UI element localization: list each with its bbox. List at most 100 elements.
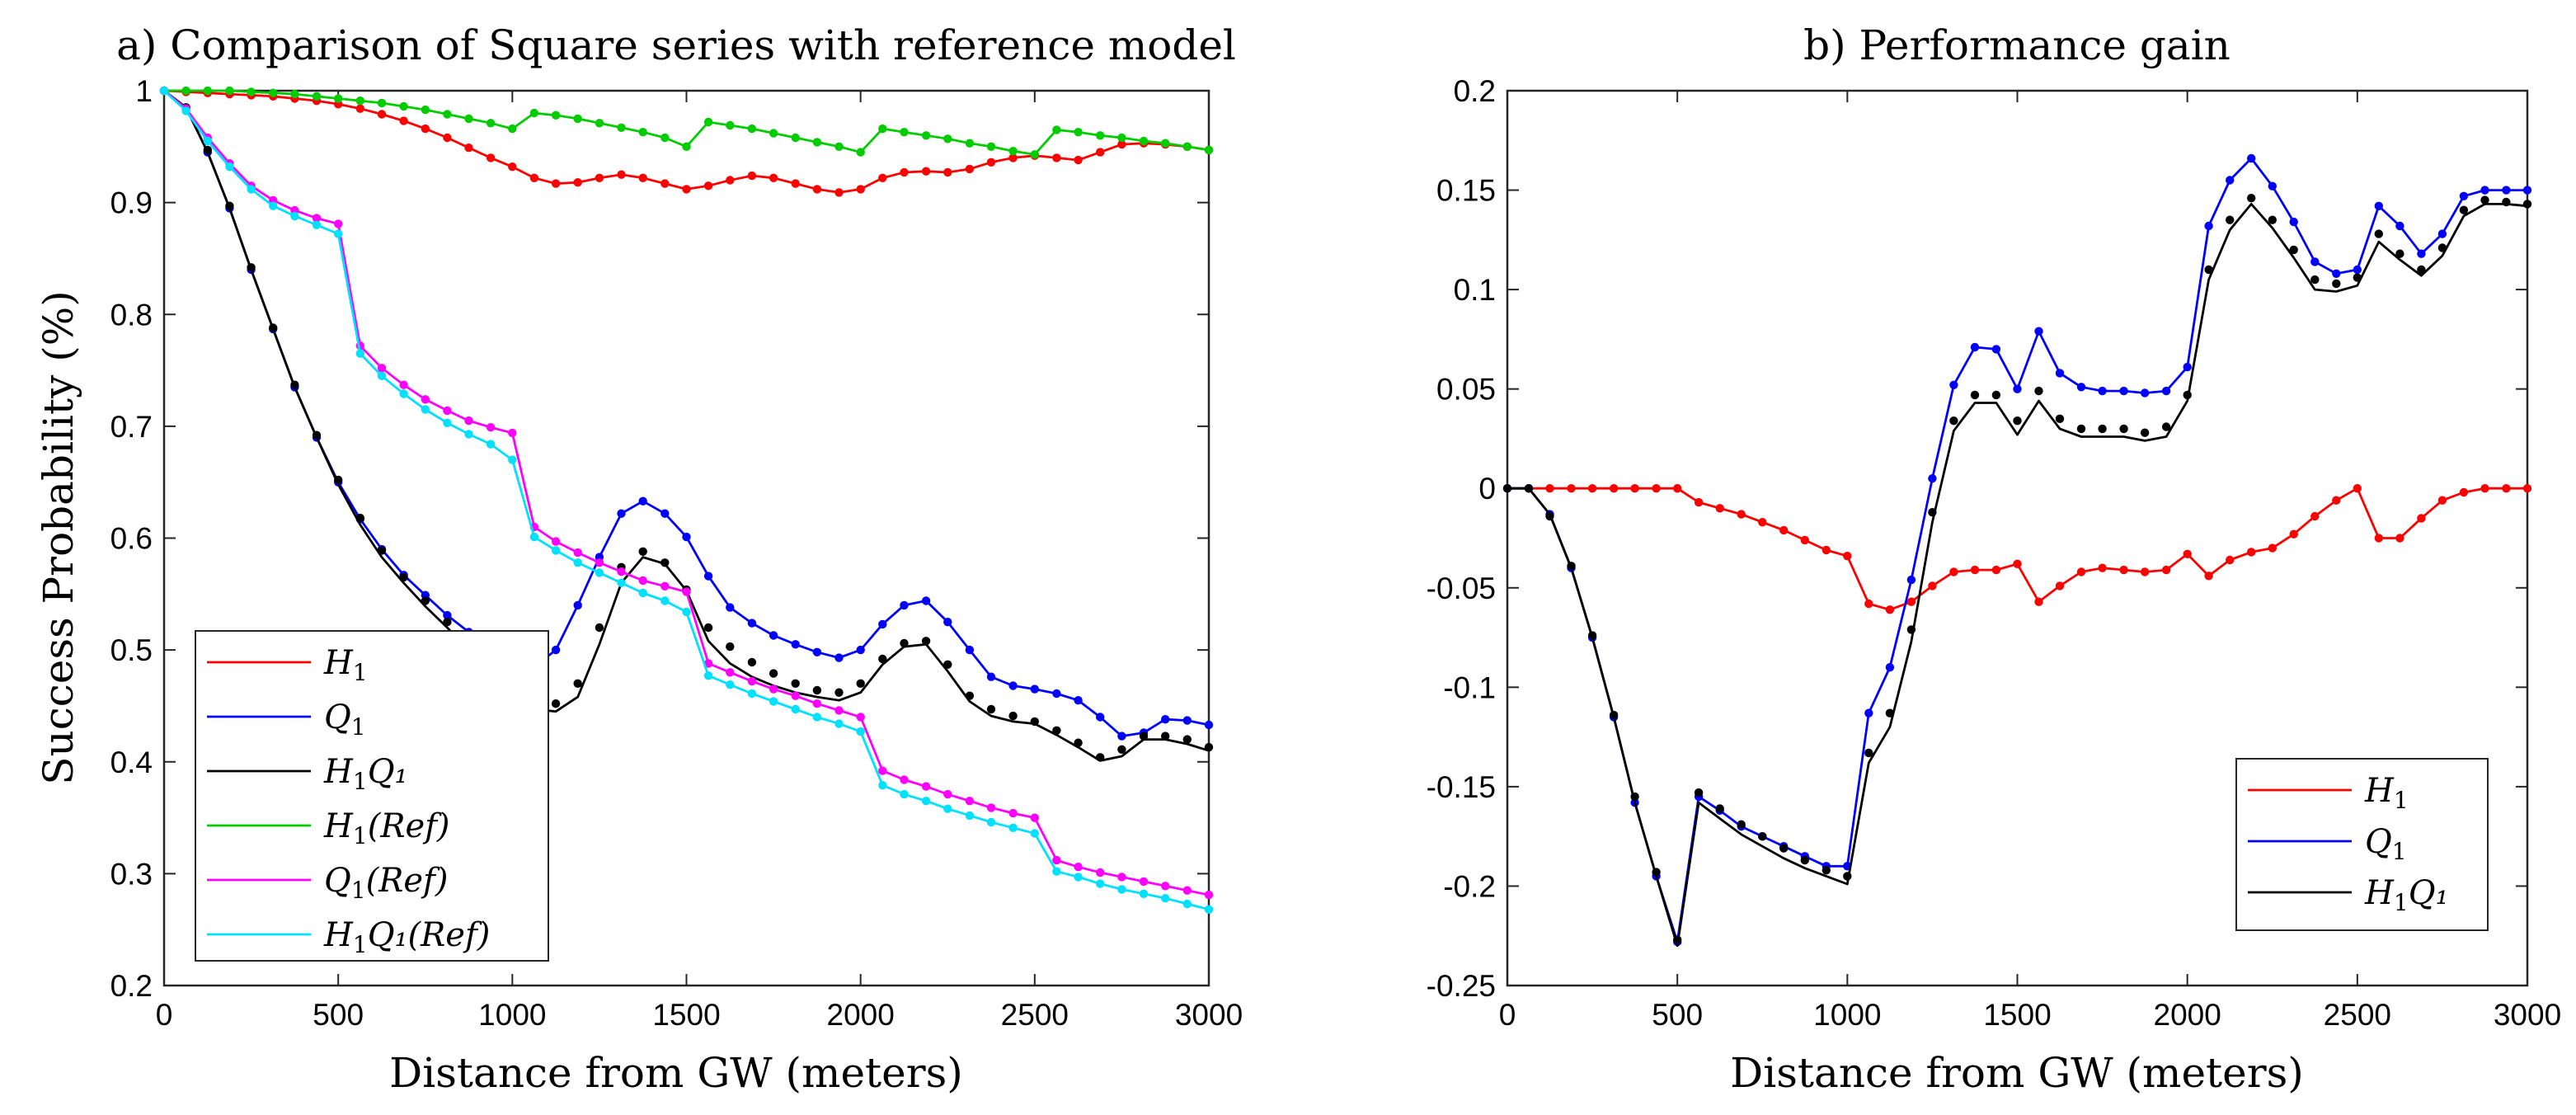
chart-b-y-tick-label: 0.15 — [1436, 174, 1496, 208]
chart-b-data-point-h1 — [2353, 484, 2362, 493]
chart-a-data-point-h1q1 — [747, 657, 757, 667]
chart-a-data-point-q1 — [682, 532, 691, 542]
chart-a-data-point-q1-ref — [986, 803, 996, 812]
chart-a-data-point-h1q1-ref — [812, 713, 822, 722]
chart-a-legend-label: H1(Ref) — [323, 807, 450, 849]
chart-b-data-point-q1 — [2140, 388, 2150, 398]
chart-a-data-point-h1q1 — [1204, 742, 1214, 752]
chart-a-x-tick-label: 500 — [313, 998, 364, 1032]
chart-b-x-tick-label: 500 — [1652, 998, 1703, 1032]
chart-b-data-point-h1 — [1758, 518, 1767, 527]
chart-a-data-point-q1 — [943, 618, 952, 627]
chart-a-data-point-h1q1-ref — [921, 797, 931, 806]
chart-a-data-point-h1-ref — [1052, 125, 1061, 134]
chart-a-legend-label: Q1 — [324, 699, 366, 741]
chart-b-y-tick-label: -0.05 — [1427, 572, 1496, 605]
chart-a-data-point-h1-ref — [595, 119, 604, 128]
chart-b-data-point-q1 — [1949, 380, 1958, 389]
chart-a-data-point-h1q1 — [1161, 732, 1170, 741]
chart-a-data-point-q1-ref — [1117, 873, 1126, 882]
chart-a-legend-item-h1: H1 — [207, 644, 368, 686]
chart-a-data-point-h1q1-ref — [247, 185, 256, 194]
chart-a-data-point-q1-ref — [1096, 868, 1105, 877]
chart-a-data-point-h1q1 — [1117, 745, 1126, 754]
chart-a-data-point-h1q1-ref — [834, 719, 844, 728]
chart-a-data-point-q1-ref — [834, 706, 844, 715]
chart-a-title: a) Comparison of Square series with refe… — [116, 21, 1236, 69]
chart-a-data-point-h1q1-ref — [508, 455, 517, 464]
chart-a-data-point-h1q1-ref — [421, 405, 430, 414]
chart-a-data-point-h1 — [529, 173, 539, 182]
chart-a-data-point-h1-ref — [900, 128, 909, 137]
chart-a-data-point-q1-ref — [334, 219, 343, 228]
chart-a-data-point-q1-ref — [551, 537, 561, 546]
chart-a-data-point-h1q1-ref — [181, 106, 190, 115]
chart-a-data-point-q1-ref — [399, 380, 408, 389]
chart-a-data-point-h1q1 — [965, 691, 975, 700]
legend-label-base: H — [2364, 874, 2395, 912]
chart-a-legend-label: H1Q₁(Ref) — [323, 916, 490, 958]
chart-a-data-point-h1q1-ref — [1161, 894, 1170, 903]
chart-b-data-point-q1 — [2055, 369, 2065, 378]
chart-b-data-point-h1q1 — [1630, 792, 1639, 802]
chart-a-data-point-h1q1-ref — [1074, 873, 1083, 882]
chart-b-data-point-h1 — [2183, 549, 2192, 558]
chart-a-data-point-q1-ref — [1074, 863, 1083, 872]
chart-b-series — [1502, 153, 2532, 948]
chart-a-data-point-h1q1 — [660, 558, 670, 567]
chart-b-data-point-h1q1 — [1864, 748, 1873, 758]
chart-a-data-point-h1q1 — [247, 263, 256, 272]
chart-a-data-point-q1-ref — [812, 699, 822, 708]
chart-a-data-point-q1-ref — [508, 428, 517, 438]
chart-b-x-tick-label: 2000 — [2154, 998, 2221, 1032]
legend-label-base: H — [323, 753, 354, 791]
chart-a-data-point-h1-ref — [1117, 133, 1126, 143]
legend-label-base: Q — [324, 862, 351, 900]
chart-a-data-point-q1-ref — [1139, 877, 1149, 887]
chart-a-data-point-h1q1 — [986, 704, 996, 714]
chart-b-data-point-q1 — [2226, 176, 2235, 185]
chart-b-data-point-h1 — [1587, 484, 1597, 493]
chart-b-data-point-h1q1 — [1545, 511, 1554, 521]
chart-a-data-point-q1 — [703, 572, 713, 581]
chart-a-data-point-q1 — [834, 653, 844, 662]
chart-a-data-point-h1 — [355, 104, 364, 113]
chart-b-data-point-h1 — [2055, 581, 2065, 590]
chart-a-data-point-h1-ref — [443, 110, 452, 119]
chart-a-data-point-q1-ref — [377, 364, 387, 373]
chart-a-data-point-q1 — [900, 600, 909, 610]
chart-b-x-ticks: 0 500 1000 1500 2000 2500 3000 — [1499, 91, 2561, 1032]
chart-b-data-point-h1 — [2289, 529, 2298, 539]
chart-a-data-point-h1q1-ref — [486, 440, 496, 449]
chart-b-data-point-h1 — [1567, 484, 1576, 493]
chart-a-x-tick-label: 0 — [156, 998, 173, 1032]
chart-a-data-point-h1 — [1052, 153, 1061, 162]
legend-label-subscript: 1 — [2394, 889, 2409, 916]
chart-a-data-point-h1 — [921, 167, 931, 176]
legend-label-base: Q — [324, 699, 351, 736]
chart-a-data-point-h1-ref — [1161, 139, 1170, 148]
chart-b-data-point-q1 — [2310, 257, 2320, 266]
chart-b-data-point-h1q1 — [2502, 197, 2511, 207]
chart-a-data-point-q1 — [1074, 696, 1083, 705]
chart-a-data-point-h1 — [399, 116, 408, 125]
chart-a-data-point-q1 — [1096, 713, 1105, 722]
chart-a-series-h1q1-ref — [159, 86, 1214, 915]
legend-label-base: H — [323, 807, 354, 845]
chart-a-data-point-h1q1-ref — [791, 704, 800, 714]
chart-a-data-point-h1q1 — [355, 513, 364, 523]
chart-a-data-point-h1q1-ref — [464, 430, 473, 439]
chart-b-data-point-h1q1 — [1567, 562, 1576, 571]
chart-b-data-point-h1 — [1949, 567, 1958, 576]
chart-b-data-point-h1q1 — [1843, 872, 1852, 881]
chart-a-data-point-h1 — [1074, 155, 1083, 165]
chart-a-data-point-h1 — [965, 164, 975, 174]
chart-b-x-axis-label: Distance from GW (meters) — [1730, 1049, 2304, 1097]
chart-a-data-point-h1-ref — [638, 128, 647, 137]
chart-b-y-tick-label: -0.2 — [1443, 869, 1496, 903]
chart-b-data-point-h1q1 — [2353, 273, 2362, 282]
chart-b-data-point-h1q1 — [2098, 424, 2107, 434]
chart-b-data-point-h1q1 — [1737, 820, 1746, 829]
